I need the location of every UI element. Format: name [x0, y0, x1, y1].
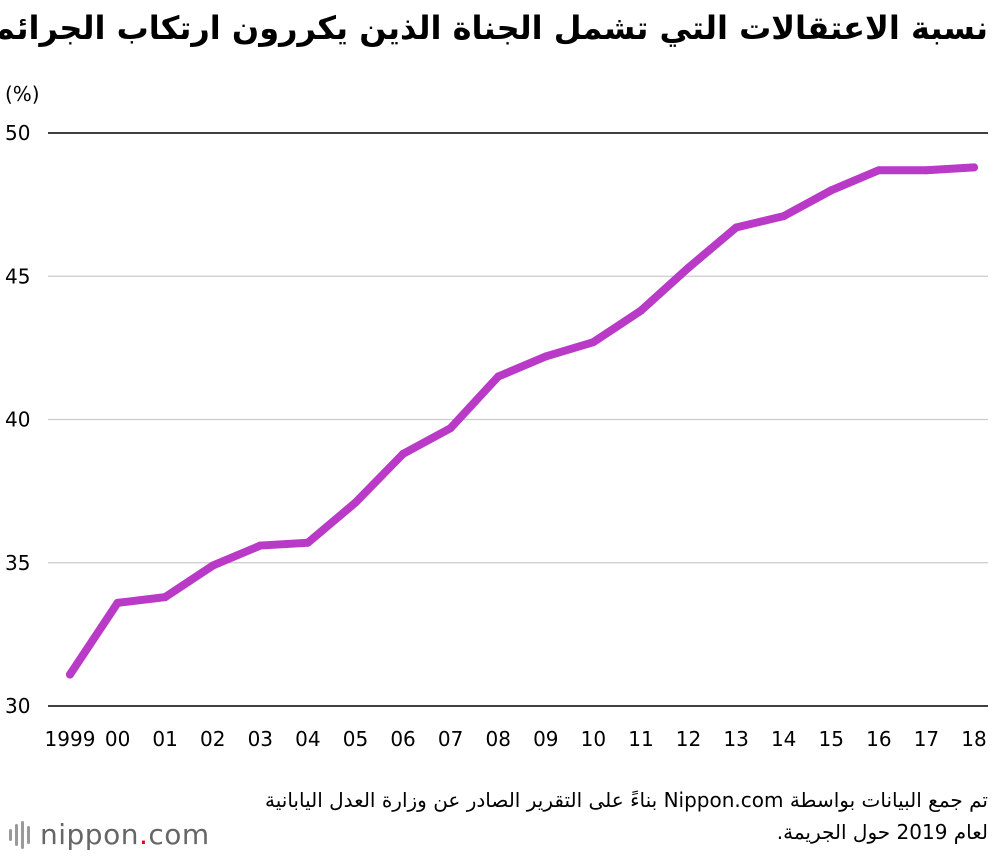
x-tick-label: 09 [533, 727, 558, 751]
data-point [827, 186, 836, 195]
data-point [779, 212, 788, 221]
data-point [351, 498, 360, 507]
x-tick-label: 01 [152, 727, 177, 751]
logo-wordmark: nippon.com [40, 820, 210, 850]
x-tick-label: 05 [343, 727, 368, 751]
x-tick-label: 12 [676, 727, 701, 751]
y-tick-label: 45 [5, 264, 30, 288]
x-tick-label: 00 [105, 727, 130, 751]
chart-title: نسبة الاعتقالات التي تشمل الجناة الذين ي… [0, 9, 988, 47]
x-tick-label: 10 [581, 727, 606, 751]
nippon-logo: nippon.com [8, 815, 210, 855]
y-tick-label: 50 [5, 121, 30, 145]
x-tick-label: 14 [771, 727, 796, 751]
gridlines [48, 132, 988, 707]
data-point [541, 352, 550, 361]
y-axis-unit-label: (%) [5, 82, 40, 106]
x-tick-label: 1999 [45, 727, 96, 751]
x-tick-label: 04 [295, 727, 320, 751]
x-tick-label: 15 [819, 727, 844, 751]
x-tick-label: 06 [390, 727, 415, 751]
x-tick-label: 07 [438, 727, 463, 751]
x-tick-label: 18 [961, 727, 986, 751]
x-tick-label: 17 [914, 727, 939, 751]
data-point [636, 306, 645, 315]
y-tick-label: 35 [5, 551, 30, 575]
x-tick-labels: 1999 00 01 02 03 04 05 06 07 08 09 10 11 12 13 14 15 16 17… [45, 727, 987, 751]
data-point [66, 670, 74, 679]
data-point [589, 338, 598, 347]
data-point [494, 372, 503, 381]
x-tick-label: 03 [248, 727, 273, 751]
data-point [446, 424, 455, 433]
x-tick-label: 02 [200, 727, 225, 751]
nippon-logo-icon [9, 821, 30, 849]
data-point [399, 449, 408, 458]
data-point [256, 541, 265, 550]
logo-dot: . [138, 818, 149, 851]
x-tick-label: 11 [628, 727, 653, 751]
x-tick-label: 13 [723, 727, 748, 751]
data-point [303, 538, 312, 547]
y-tick-label: 30 [5, 694, 30, 718]
data-point [208, 561, 217, 570]
logo-name: nippon [40, 818, 139, 851]
source-note: تم جمع البيانات بواسطة Nippon.com بناءً … [265, 788, 988, 844]
data-point [684, 263, 693, 272]
logo-suffix: com [148, 818, 210, 851]
y-tick-labels: 30 35 40 45 50 [5, 121, 30, 718]
data-point [970, 163, 978, 172]
x-tick-label: 16 [866, 727, 891, 751]
data-point [922, 166, 931, 175]
series-line [66, 163, 978, 679]
data-point [732, 223, 741, 232]
series-layer [66, 163, 978, 679]
data-point [113, 598, 122, 607]
data-point [874, 166, 883, 175]
y-tick-label: 40 [5, 408, 30, 432]
data-point [161, 593, 170, 602]
x-tick-label: 08 [485, 727, 510, 751]
